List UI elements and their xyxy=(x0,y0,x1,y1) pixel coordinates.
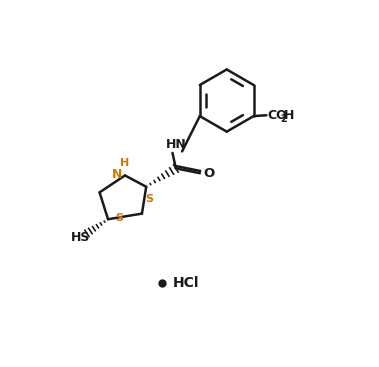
Text: HCl: HCl xyxy=(173,276,199,290)
Text: CO: CO xyxy=(267,109,287,122)
Text: HN: HN xyxy=(166,138,186,152)
Text: H: H xyxy=(284,109,294,122)
Text: 2: 2 xyxy=(280,114,287,124)
Text: O: O xyxy=(203,167,215,180)
Text: S: S xyxy=(115,213,123,223)
Text: S: S xyxy=(145,194,153,204)
Text: HS: HS xyxy=(71,231,91,244)
Text: H: H xyxy=(120,157,129,167)
Text: N: N xyxy=(112,168,122,181)
